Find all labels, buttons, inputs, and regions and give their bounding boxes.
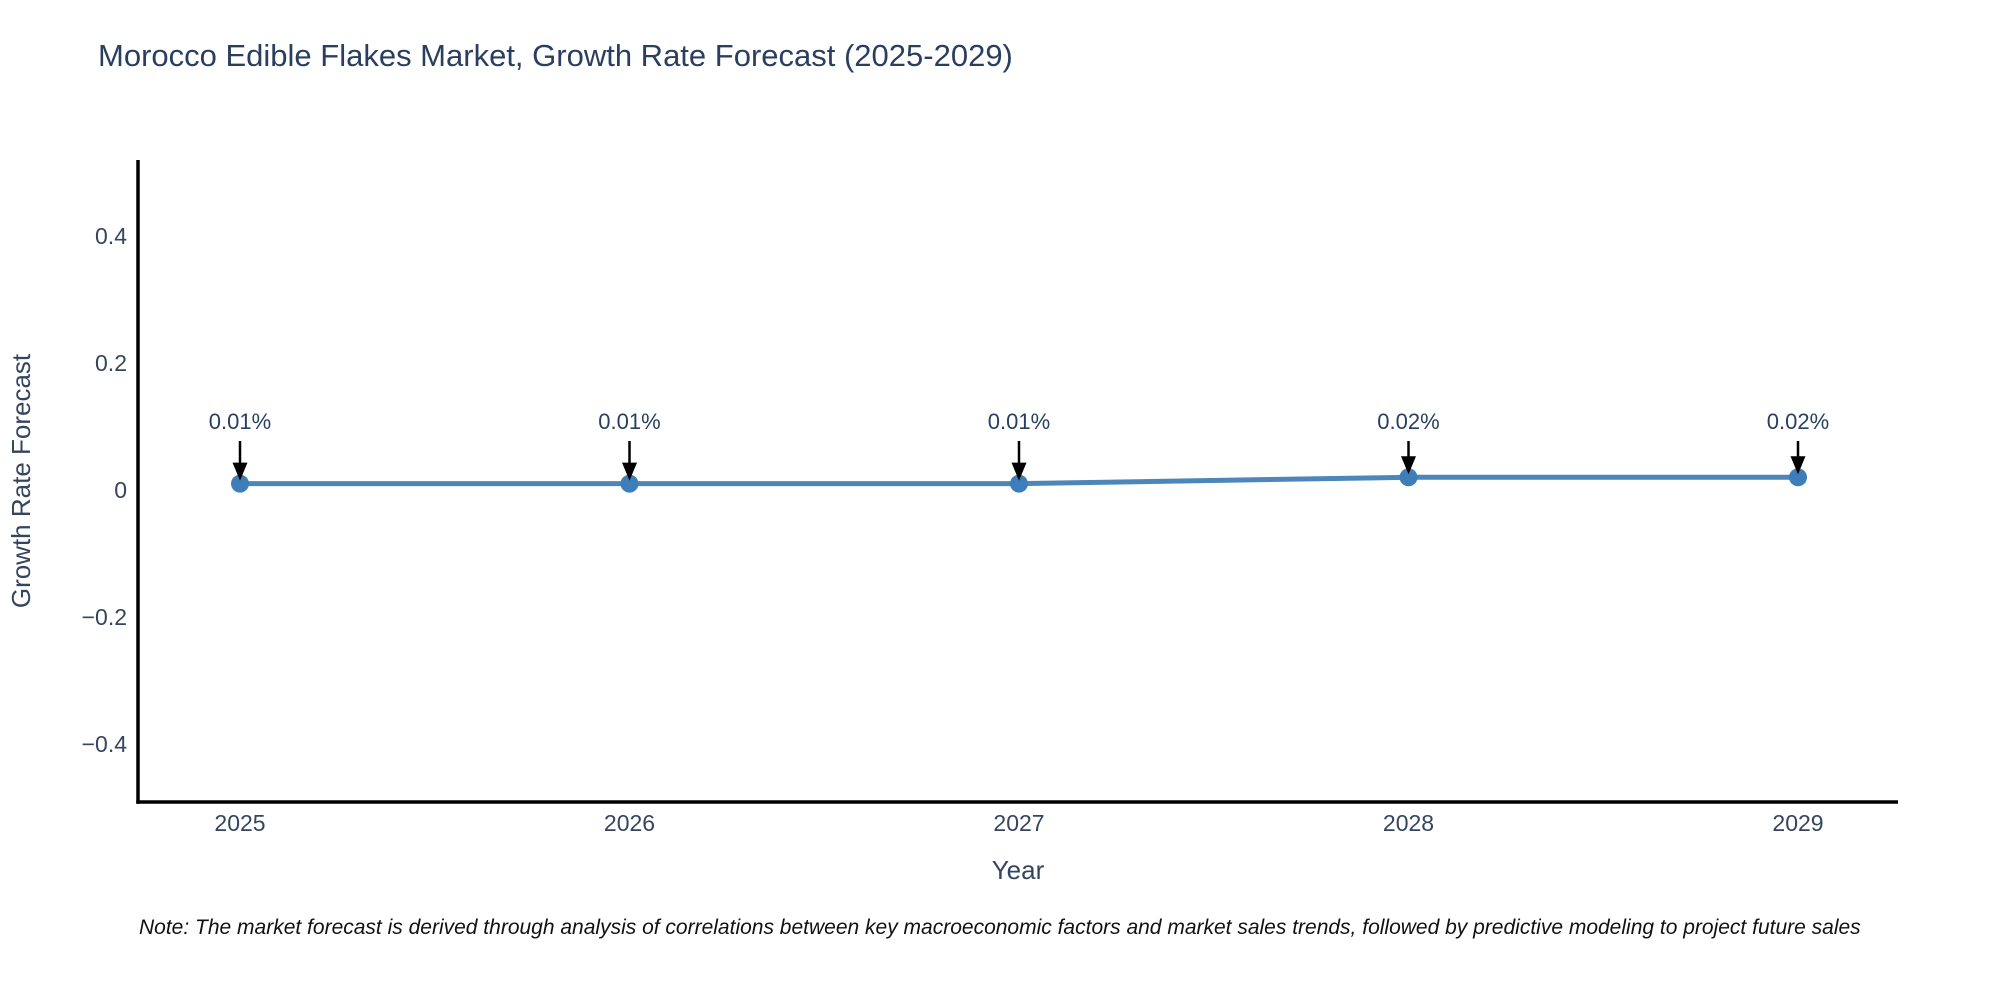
data-point-marker <box>1789 468 1807 487</box>
data-point-marker <box>1010 474 1028 493</box>
y-axis-title: Growth Rate Forecast <box>6 353 36 608</box>
y-tick-label: 0 <box>114 477 127 503</box>
x-tick-label: 2025 <box>214 810 265 836</box>
annotation-arrowhead-icon <box>622 462 637 481</box>
data-point-marker <box>620 474 639 493</box>
annotation-arrowhead-icon <box>232 462 248 481</box>
x-axis-title: Year <box>992 855 1045 885</box>
x-tick-label: 2028 <box>1383 810 1434 836</box>
data-point-marker <box>1399 468 1418 487</box>
annotation-arrowhead-icon <box>1011 462 1027 481</box>
point-annotation-label: 0.01% <box>209 409 271 434</box>
methodology-note: Note: The market forecast is derived thr… <box>139 916 1861 939</box>
x-tick-label: 2026 <box>604 810 655 836</box>
point-annotation-label: 0.02% <box>1377 409 1439 434</box>
x-tick-label: 2029 <box>1772 810 1823 836</box>
y-tick-label: 0.2 <box>95 350 127 376</box>
y-tick-label: −0.2 <box>82 604 127 630</box>
point-annotation-label: 0.01% <box>598 409 660 434</box>
point-annotation-label: 0.01% <box>988 409 1050 434</box>
chart-title: Morocco Edible Flakes Market, Growth Rat… <box>98 38 1013 73</box>
point-annotation-label: 0.02% <box>1767 409 1829 434</box>
y-tick-label: 0.4 <box>95 223 127 249</box>
y-tick-label: −0.4 <box>82 731 128 757</box>
annotation-arrowhead-icon <box>1790 456 1806 475</box>
x-tick-label: 2027 <box>993 810 1044 836</box>
annotation-arrowhead-icon <box>1401 456 1416 475</box>
data-point-marker <box>231 474 249 493</box>
